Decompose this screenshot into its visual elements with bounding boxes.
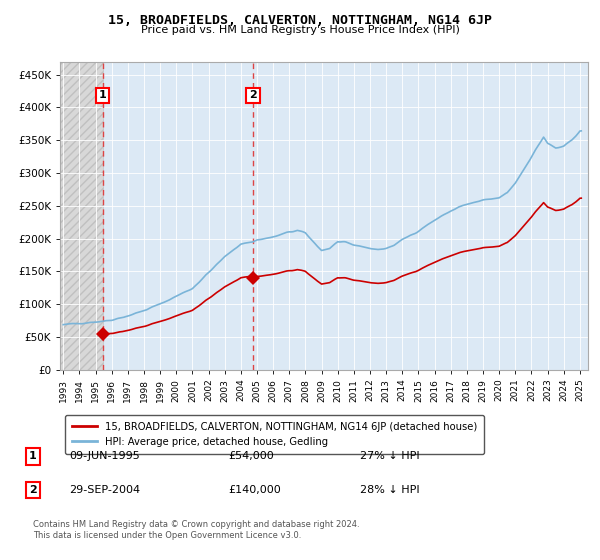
Text: 1: 1 [29,451,37,461]
Text: 1: 1 [99,91,107,100]
Text: 2: 2 [249,91,257,100]
Text: This data is licensed under the Open Government Licence v3.0.: This data is licensed under the Open Gov… [33,531,301,540]
Text: 28% ↓ HPI: 28% ↓ HPI [360,485,419,495]
Bar [60,62,103,370]
Text: Contains HM Land Registry data © Crown copyright and database right 2024.: Contains HM Land Registry data © Crown c… [33,520,359,529]
Bar [60,62,103,370]
Text: 09-JUN-1995: 09-JUN-1995 [69,451,140,461]
Text: 2: 2 [29,485,37,495]
Legend: 15, BROADFIELDS, CALVERTON, NOTTINGHAM, NG14 6JP (detached house), HPI: Average : 15, BROADFIELDS, CALVERTON, NOTTINGHAM, … [65,414,484,454]
Text: Price paid vs. HM Land Registry's House Price Index (HPI): Price paid vs. HM Land Registry's House … [140,25,460,35]
Text: 15, BROADFIELDS, CALVERTON, NOTTINGHAM, NG14 6JP: 15, BROADFIELDS, CALVERTON, NOTTINGHAM, … [108,14,492,27]
Text: £54,000: £54,000 [228,451,274,461]
Text: 27% ↓ HPI: 27% ↓ HPI [360,451,419,461]
Text: 29-SEP-2004: 29-SEP-2004 [69,485,140,495]
Text: £140,000: £140,000 [228,485,281,495]
